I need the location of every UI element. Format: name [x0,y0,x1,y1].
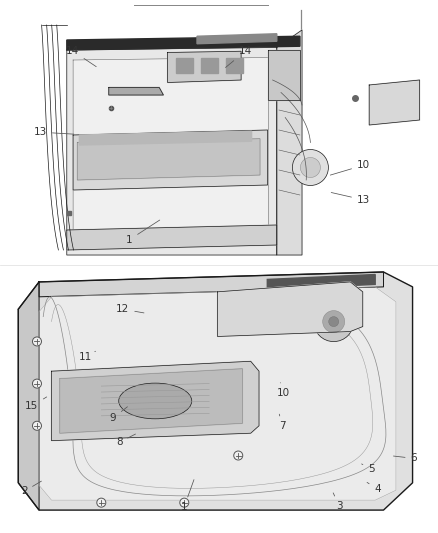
Text: 1: 1 [126,220,160,245]
Polygon shape [218,282,363,336]
Text: 13: 13 [331,192,370,205]
Text: 1: 1 [180,480,194,512]
Text: 15: 15 [25,397,47,411]
Polygon shape [268,50,300,100]
Circle shape [180,498,189,507]
Circle shape [300,157,321,177]
Polygon shape [168,51,241,83]
Text: 7: 7 [279,414,286,431]
Polygon shape [77,139,260,180]
Polygon shape [67,36,300,50]
Polygon shape [39,287,396,500]
Text: 11: 11 [79,351,95,362]
Circle shape [323,311,345,333]
Polygon shape [201,58,218,72]
Polygon shape [67,47,277,255]
Text: 5: 5 [362,464,375,474]
Polygon shape [67,225,277,250]
Text: 3: 3 [333,493,343,511]
Circle shape [32,421,42,430]
Text: 13: 13 [34,127,74,137]
Polygon shape [73,130,268,190]
Text: 14: 14 [226,46,252,68]
Polygon shape [73,58,268,235]
Text: 4: 4 [367,482,381,494]
Polygon shape [60,369,242,433]
Polygon shape [277,30,302,255]
Polygon shape [52,361,259,441]
Text: 12: 12 [116,304,144,314]
Circle shape [97,498,106,507]
Polygon shape [226,58,243,72]
Circle shape [328,317,339,327]
Text: 14: 14 [66,46,96,67]
Polygon shape [18,282,39,510]
Polygon shape [267,274,375,289]
Text: 8: 8 [116,434,135,447]
Polygon shape [369,80,420,125]
Polygon shape [197,34,277,44]
Polygon shape [18,272,413,510]
Circle shape [293,149,328,185]
Text: 6: 6 [393,454,417,463]
Ellipse shape [119,383,192,419]
Circle shape [32,337,42,346]
Text: 10: 10 [277,383,290,398]
Polygon shape [109,87,163,95]
Circle shape [234,451,243,460]
Text: 10: 10 [330,160,370,175]
Polygon shape [39,272,384,297]
Polygon shape [79,131,251,145]
Circle shape [314,302,354,342]
Circle shape [32,379,42,388]
Polygon shape [176,58,193,72]
Text: 9: 9 [110,407,127,423]
Text: 2: 2 [21,481,42,496]
